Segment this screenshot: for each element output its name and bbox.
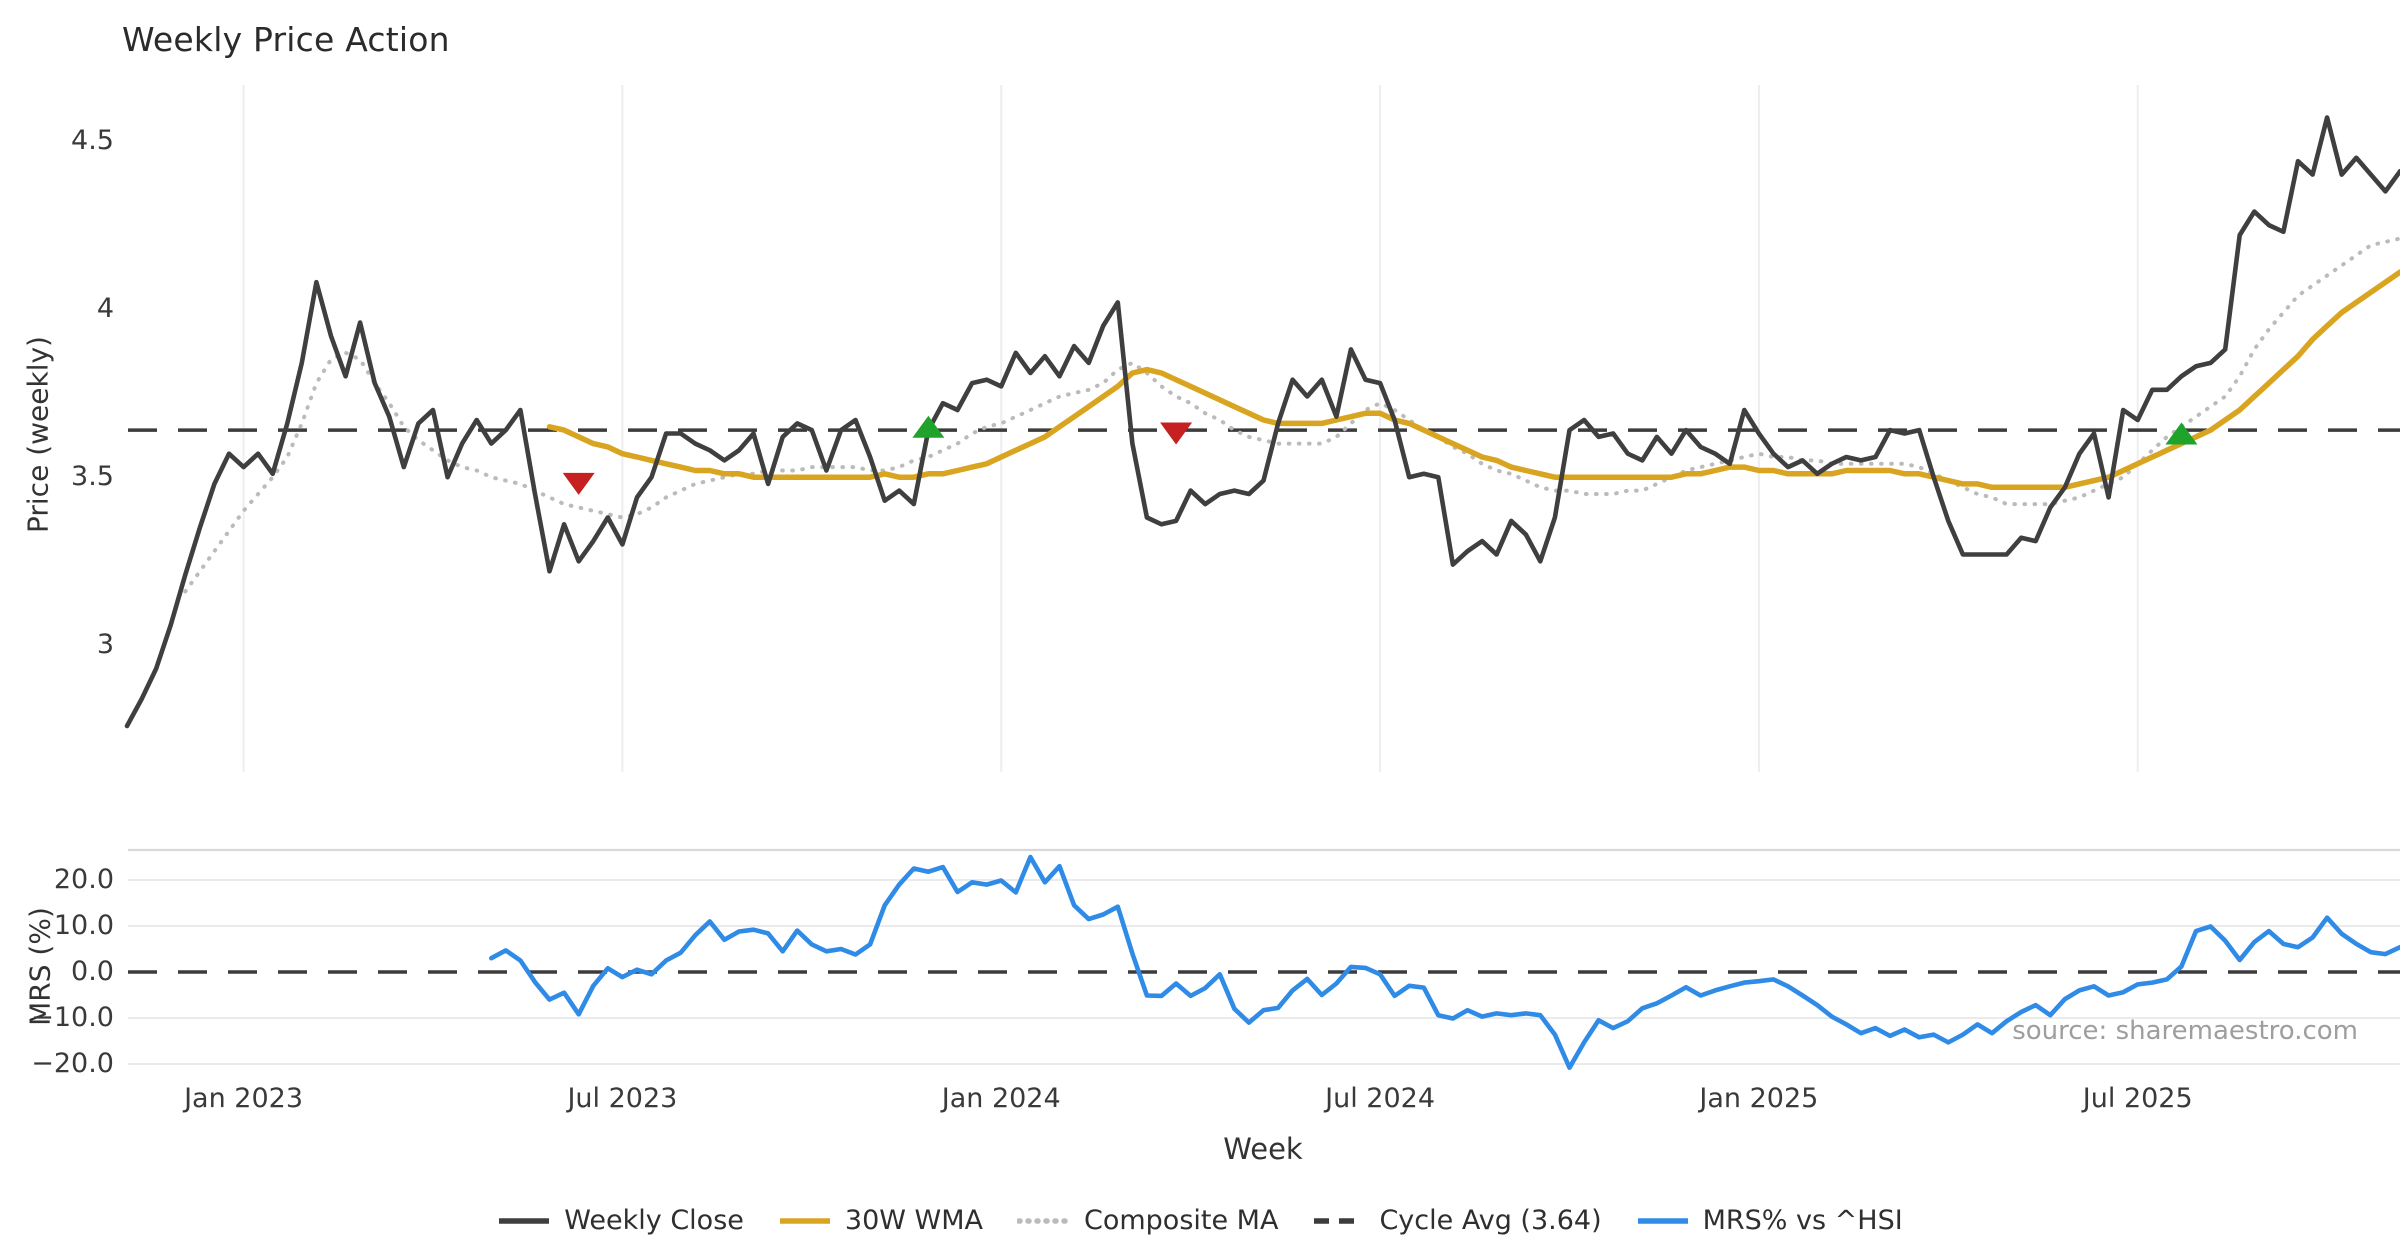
mrs-ytick: −20.0 [31, 1048, 114, 1079]
legend-label: Composite MA [1084, 1205, 1279, 1236]
weekly-close-line [124, 115, 2400, 729]
wma-line [546, 269, 2400, 491]
legend-swatch-dashed [1314, 1217, 1365, 1224]
x-tick: Jul 2025 [2082, 1083, 2193, 1114]
x-tick: Jan 2023 [184, 1083, 304, 1114]
legend-label: Cycle Avg (3.64) [1379, 1205, 1602, 1236]
legend-item: Weekly Close [497, 1205, 744, 1236]
mrs-line [488, 854, 2400, 1070]
price-ytick: 4.5 [71, 125, 114, 156]
legend-label: 30W WMA [844, 1205, 983, 1236]
buy-marker [2165, 422, 2198, 445]
sell-marker [1160, 422, 1193, 445]
price-ytick: 3.5 [71, 461, 114, 493]
price-ytick: 4 [96, 293, 114, 325]
legend-item: Cycle Avg (3.64) [1312, 1205, 1602, 1236]
legend-item: MRS% vs ^HSI [1636, 1205, 1903, 1236]
legend-label: Weekly Close [564, 1205, 744, 1236]
source-note: source: sharemaestro.com [2012, 1016, 2358, 1046]
sell-marker [562, 472, 595, 495]
x-tick: Jul 2024 [1325, 1083, 1435, 1114]
x-tick: Jul 2023 [567, 1083, 678, 1114]
legend-swatch-solid [1637, 1217, 1688, 1224]
legend-item: 30W WMA [778, 1205, 983, 1236]
buy-marker [912, 415, 945, 438]
legend-swatch-dotted [1017, 1217, 1071, 1224]
mrs-ytick: 20.0 [53, 864, 114, 895]
chart-title: Weekly Price Action [122, 20, 450, 59]
price-ytick: 3 [96, 629, 114, 661]
x-axis-label: Week [1223, 1132, 1303, 1166]
legend-swatch-solid [499, 1217, 550, 1224]
x-tick: Jan 2025 [1699, 1083, 1819, 1114]
legend-item: Composite MA [1017, 1205, 1278, 1236]
legend-label: MRS% vs ^HSI [1702, 1205, 1903, 1236]
legend-swatch-solid [779, 1217, 830, 1224]
mrs-ytick: 10.0 [53, 910, 114, 941]
x-tick: Jan 2024 [941, 1083, 1061, 1114]
mrs-ytick: −10.0 [31, 1002, 114, 1033]
legend: Weekly Close 30W WMA Composite MA Cycle Avg… [0, 1205, 2400, 1236]
mrs-ytick: 0.0 [71, 956, 114, 987]
